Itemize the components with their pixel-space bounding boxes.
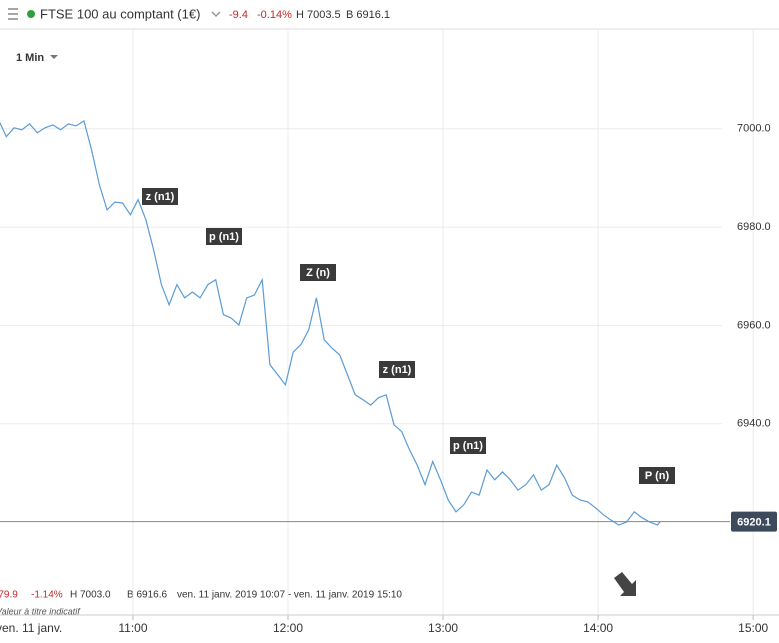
annotation-label: z (n1) [146,191,175,203]
annotation: z (n1) [379,361,415,378]
annotation: Z (n) [300,264,336,281]
annotation-box [450,437,486,454]
trend-arrow [614,572,636,596]
annotation: p (n1) [206,228,242,245]
annotation-box [379,361,415,378]
annotation: z (n1) [142,188,178,205]
annotation: p (n1) [450,437,486,454]
y-tick-label: 6960.0 [737,319,771,331]
interval-caret[interactable] [50,55,58,59]
header-low: B 6916.1 [346,9,390,21]
annotation-label: p (n1) [209,231,239,243]
menu-icon[interactable] [8,8,18,20]
instrument-title: FTSE 100 au comptant (1€) [40,6,200,21]
header-change: -9.4 [229,9,248,21]
x-tick-label: 11:00 [118,621,147,635]
annotation-box [142,188,178,205]
annotation-label: z (n1) [383,364,412,376]
footer-change-pct: -1.14% [31,590,63,601]
status-dot [27,10,35,18]
x-tick-label: 14:00 [583,621,613,635]
footer-high: H 7003.0 [70,590,111,601]
last-price-box [731,511,777,532]
y-tick-label: 6940.0 [737,418,771,430]
annotation-box [206,228,242,245]
y-tick-label: 6980.0 [737,221,771,233]
footer-note: Valeur à titre indicatif [0,606,81,616]
annotation-box [300,264,336,281]
header-high: H 7003.5 [296,9,341,21]
x-tick-label: 15:00 [738,621,768,635]
instrument-dropdown[interactable] [211,11,221,18]
date-label: ven. 11 janv. [0,621,62,635]
annotation-label: p (n1) [453,440,483,452]
last-price-label: 6920.1 [737,517,771,529]
footer-low: B 6916.6 [127,590,167,601]
annotation-box [639,467,675,484]
annotation-label: Z (n) [306,267,330,279]
header-bar [0,0,779,29]
x-tick-label: 12:00 [273,621,303,635]
x-tick-label: 13:00 [428,621,458,635]
price-line [0,119,661,526]
interval-selector[interactable]: 1 Min [16,52,44,64]
annotation-label: P (n) [645,470,670,482]
grid [0,30,754,615]
footer-range: ven. 11 janv. 2019 10:07 - ven. 11 janv.… [177,590,402,601]
annotation: P (n) [639,467,675,484]
header-change-pct: -0.14% [257,9,292,21]
y-tick-label: 7000.0 [737,123,771,135]
footer-change: -79.9 [0,590,18,601]
